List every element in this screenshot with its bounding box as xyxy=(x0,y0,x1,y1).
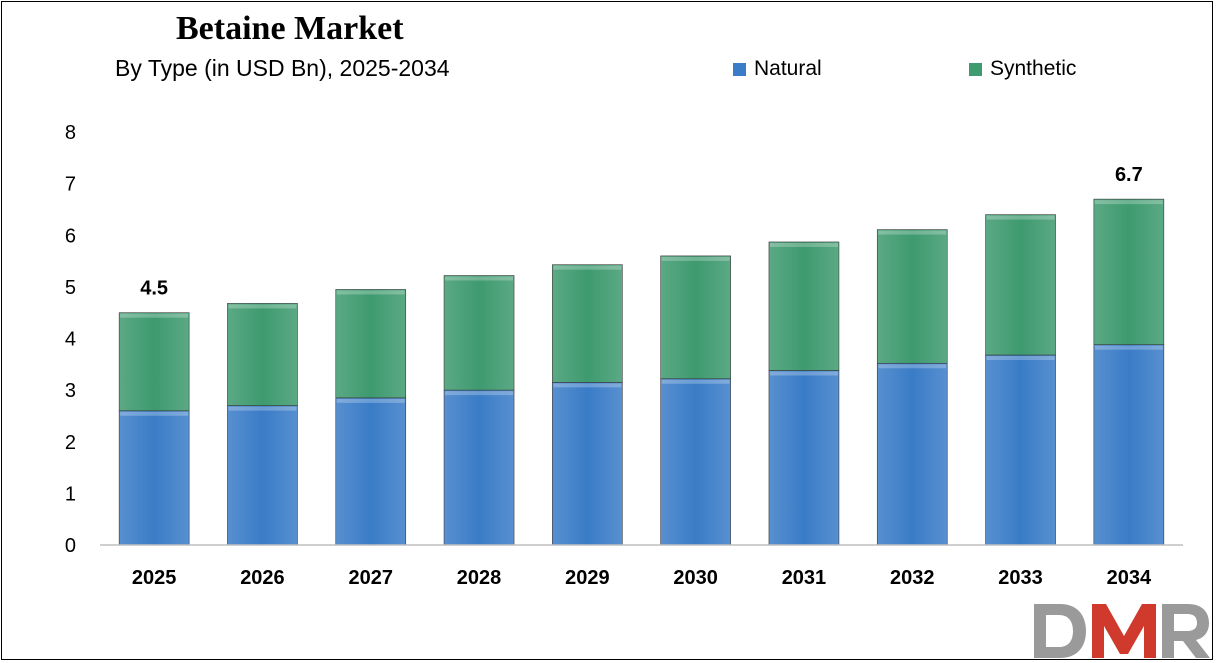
bar-synthetic-2030 xyxy=(660,255,731,380)
chart-title: Betaine Market xyxy=(176,10,404,47)
legend-item-natural: Natural xyxy=(733,57,822,81)
bar-highlight xyxy=(1094,200,1163,205)
chart-subtitle: By Type (in USD Bn), 2025-2034 xyxy=(115,55,450,81)
bar-highlight xyxy=(120,313,189,318)
bar-synthetic-2033 xyxy=(985,214,1056,356)
bar-highlight xyxy=(336,290,405,295)
bar-natural-2033 xyxy=(985,354,1056,546)
bar-natural-2034 xyxy=(1093,344,1165,546)
total-label-2034: 6.7 xyxy=(1115,164,1143,186)
legend-swatch-natural xyxy=(733,62,746,76)
bar-highlight xyxy=(1094,345,1163,350)
y-tick-label: 1 xyxy=(65,483,76,505)
x-tick-label: 2031 xyxy=(782,567,827,589)
bar-synthetic-2029 xyxy=(552,264,623,383)
legend-label-natural: Natural xyxy=(754,57,822,80)
bar-highlight xyxy=(986,215,1055,220)
bar-highlight xyxy=(878,230,947,235)
bar-highlight xyxy=(445,391,514,396)
legend-swatch-synthetic xyxy=(969,62,982,76)
bar-synthetic-2025 xyxy=(118,312,190,412)
bar-synthetic-2028 xyxy=(443,275,515,391)
bar-highlight xyxy=(336,398,405,403)
bar-highlight xyxy=(445,276,514,281)
bar-synthetic-2034 xyxy=(1093,198,1165,345)
x-tick-label: 2026 xyxy=(240,567,285,589)
bar-highlight xyxy=(661,256,730,261)
bar-natural-2025 xyxy=(118,410,190,546)
x-tick-label: 2034 xyxy=(1107,567,1152,589)
x-tick-label: 2032 xyxy=(890,567,935,589)
x-tick-label: 2025 xyxy=(132,567,177,589)
y-tick-label: 3 xyxy=(65,380,76,402)
bar-highlight xyxy=(228,406,297,411)
bar-synthetic-2026 xyxy=(227,303,298,406)
bar-natural-2029 xyxy=(552,382,623,546)
bar-natural-2028 xyxy=(443,389,515,546)
bar-highlight xyxy=(120,411,189,416)
y-tick-label: 7 xyxy=(65,174,76,196)
total-label-2025: 4.5 xyxy=(140,278,168,300)
bar-synthetic-2027 xyxy=(335,289,407,399)
y-tick-label: 8 xyxy=(65,122,76,144)
y-tick-label: 6 xyxy=(65,225,76,247)
bar-natural-2032 xyxy=(876,362,948,546)
y-tick-label: 5 xyxy=(65,277,76,299)
bar-highlight xyxy=(228,304,297,309)
bar-natural-2026 xyxy=(227,405,298,546)
x-tick-label: 2027 xyxy=(349,567,394,589)
bar-highlight xyxy=(986,356,1055,361)
x-tick-label: 2030 xyxy=(673,567,718,589)
bar-natural-2031 xyxy=(768,370,840,546)
bar-synthetic-2031 xyxy=(768,241,840,371)
x-tick-label: 2029 xyxy=(565,567,610,589)
bar-natural-2027 xyxy=(335,397,407,546)
bar-highlight xyxy=(878,364,947,369)
bar-synthetic-2032 xyxy=(876,229,948,364)
y-tick-label: 4 xyxy=(65,329,76,351)
dmr-logo xyxy=(1034,604,1210,658)
bar-highlight xyxy=(769,371,838,376)
y-tick-label: 2 xyxy=(65,432,76,454)
legend-label-synthetic: Synthetic xyxy=(990,57,1077,80)
y-tick-label: 0 xyxy=(65,535,76,557)
bar-highlight xyxy=(553,265,622,270)
bar-highlight xyxy=(661,379,730,384)
bar-natural-2030 xyxy=(660,378,731,546)
legend-item-synthetic: Synthetic xyxy=(969,57,1076,81)
bar-highlight xyxy=(769,242,838,247)
x-tick-label: 2028 xyxy=(457,567,502,589)
x-tick-label: 2033 xyxy=(998,567,1043,589)
bar-highlight xyxy=(553,383,622,388)
